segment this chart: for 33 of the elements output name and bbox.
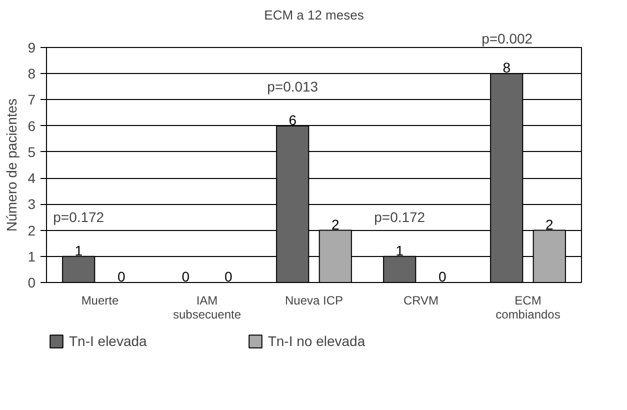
x-tick-label: Muerte	[81, 294, 119, 308]
y-tick-label: 1	[28, 248, 36, 264]
y-tick-label: 2	[28, 222, 36, 238]
data-label: 0	[224, 268, 233, 284]
annotation: p=0.172	[374, 209, 426, 226]
y-tick-label: 3	[28, 196, 36, 212]
y-tick-label: 0	[28, 274, 36, 290]
x-tick-label: CRVM	[403, 294, 439, 308]
legend-label: Tn-I no elevada	[268, 333, 366, 349]
x-tick-label: ECM combiandos	[496, 294, 560, 322]
data-label: 1	[74, 242, 83, 258]
data-label: 2	[546, 216, 554, 232]
x-tick-label: IAM subsecuente	[172, 294, 242, 322]
y-tick-label: 6	[28, 118, 36, 134]
y-tick-label: 5	[28, 144, 36, 160]
text: p=0.002	[482, 30, 533, 46]
y-tick-label: 4	[28, 170, 36, 186]
data-label: 6	[288, 112, 297, 128]
y-tick-label: 9	[28, 40, 36, 56]
y-tick-label: 8	[28, 66, 36, 82]
chart-title: ECM a 12 meses	[264, 8, 364, 22]
annotation: p=0.013	[267, 78, 318, 95]
x-tick-label: Nueva ICP	[284, 294, 344, 308]
y-tick-label: 7	[28, 92, 36, 108]
legend-label: Tn-I elevada	[69, 333, 147, 349]
data-label: 0	[118, 268, 126, 284]
data-label: 0	[182, 268, 190, 284]
data-label: 8	[502, 60, 511, 76]
y-axis-title: Número de pacientes	[4, 98, 20, 232]
data-label: 2	[332, 216, 340, 232]
annotation: p=0.172	[53, 209, 104, 226]
data-label: 1	[396, 242, 404, 258]
data-label: 0	[438, 268, 447, 284]
